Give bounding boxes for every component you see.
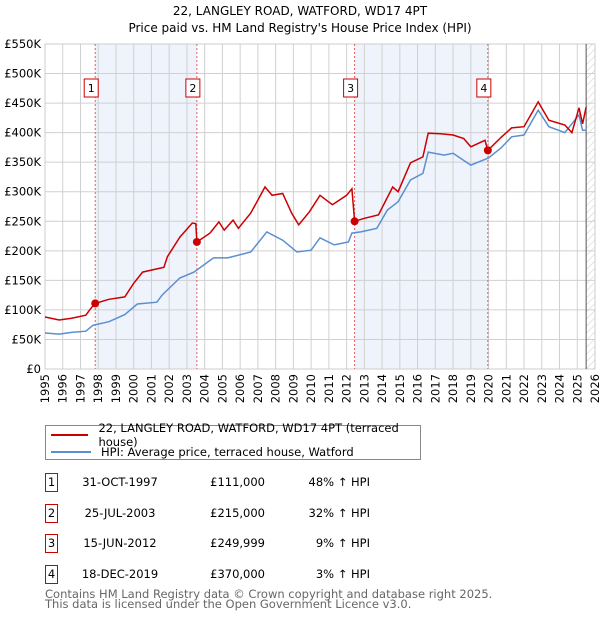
legend-swatch-blue — [51, 451, 91, 453]
x-tick-label: 2004 — [198, 374, 212, 403]
x-tick-label: 2017 — [428, 374, 442, 403]
x-tick-label: 2025 — [570, 374, 584, 403]
y-tick-label: £200K — [4, 244, 41, 258]
footer-line-1: Contains HM Land Registry data © Crown c… — [45, 587, 493, 601]
legend-label: HPI: Average price, terraced house, Watf… — [101, 445, 354, 459]
x-tick-label: 2022 — [517, 374, 531, 403]
x-tick-label: 2024 — [553, 374, 567, 403]
transaction-row: 1 31-OCT-1997 £111,000 48% ↑ HPI — [0, 473, 600, 493]
transaction-price: £215,000 — [210, 505, 265, 520]
x-tick-label: 2005 — [215, 374, 229, 403]
chart-subtitle: Price paid vs. HM Land Registry's House … — [128, 21, 471, 35]
x-tick-label: 2020 — [482, 374, 496, 403]
y-tick-label: £350K — [4, 155, 41, 169]
x-tick-label: 2001 — [144, 374, 158, 403]
x-tick-label: 2012 — [340, 374, 354, 403]
x-tick-label: 1995 — [38, 374, 52, 403]
x-tick-label: 2009 — [286, 374, 300, 403]
x-tick-label: 2010 — [304, 374, 318, 403]
y-tick-label: £550K — [4, 37, 41, 51]
y-tick-label: £0 — [26, 362, 41, 376]
y-tick-label: £50K — [12, 332, 42, 346]
x-tick-label: 2016 — [411, 374, 425, 403]
transaction-number: 2 — [45, 503, 58, 523]
x-tick-label: 2026 — [588, 374, 600, 403]
y-tick-label: £150K — [4, 273, 41, 287]
y-tick-label: £250K — [4, 214, 41, 228]
transaction-number: 4 — [45, 564, 58, 584]
legend-item-hpi: HPI: Average price, terraced house, Watf… — [46, 444, 354, 460]
sale-marker-label: 2 — [189, 82, 196, 95]
x-tick-label: 2014 — [375, 374, 389, 403]
legend-label: 22, LANGLEY ROAD, WATFORD, WD17 4PT (ter… — [98, 421, 399, 449]
series-line — [44, 108, 587, 335]
x-tick-label: 2003 — [180, 374, 194, 403]
x-tick-label: 2015 — [393, 374, 407, 403]
x-tick-label: 2000 — [127, 374, 141, 403]
transaction-price: £249,999 — [210, 536, 265, 550]
transaction-date: 31-OCT-1997 — [82, 475, 158, 489]
transaction-date: 15-JUN-2012 — [83, 536, 157, 550]
x-tick-label: 2008 — [269, 374, 283, 403]
sale-point — [192, 237, 201, 246]
sale-point — [483, 146, 492, 155]
transaction-hpi-diff: 32% ↑ HPI — [308, 505, 370, 520]
transaction-price: £111,000 — [210, 475, 265, 489]
x-tick-label: 2019 — [464, 374, 478, 403]
x-tick-label: 2011 — [322, 374, 336, 403]
y-tick-label: £300K — [4, 185, 41, 199]
y-tick-label: £100K — [4, 303, 41, 317]
sale-marker-label: 1 — [88, 82, 95, 95]
sale-marker-label: 4 — [480, 82, 487, 95]
x-tick-label: 2021 — [499, 374, 513, 403]
x-tick-label: 2002 — [162, 374, 176, 403]
transaction-number: 3 — [45, 534, 58, 553]
sale-marker-box — [476, 78, 492, 98]
future-hatch — [586, 44, 595, 369]
y-tick-label: £450K — [4, 96, 41, 110]
x-tick-label: 1996 — [56, 374, 70, 403]
series-line — [44, 100, 587, 321]
footer: Contains HM Land Registry data © Crown c… — [45, 587, 493, 611]
price-chart: 22, LANGLEY ROAD, WATFORD, WD17 4PT Pric… — [4, 4, 600, 403]
legend-item-property: 22, LANGLEY ROAD, WATFORD, WD17 4PT (ter… — [46, 421, 420, 449]
transaction-hpi-diff: 3% ↑ HPI — [315, 566, 370, 581]
sale-marker-label: 3 — [347, 82, 354, 95]
x-tick-label: 2007 — [251, 374, 265, 403]
shaded-period — [95, 44, 197, 369]
x-tick-label: 1998 — [91, 374, 105, 403]
transaction-number: 1 — [45, 473, 58, 492]
transaction-row: 3 15-JUN-2012 £249,999 9% ↑ HPI — [0, 534, 600, 554]
shaded-period — [354, 44, 488, 369]
sale-point — [91, 299, 100, 308]
plot-border — [44, 43, 596, 370]
sale-marker-box — [185, 78, 201, 98]
chart-title: 22, LANGLEY ROAD, WATFORD, WD17 4PT — [173, 4, 428, 18]
legend: 22, LANGLEY ROAD, WATFORD, WD17 4PT (ter… — [45, 421, 421, 460]
sale-marker-box — [343, 78, 359, 98]
x-tick-label: 1999 — [109, 374, 123, 403]
y-tick-label: £500K — [4, 67, 41, 81]
legend-swatch-red — [51, 434, 89, 436]
x-tick-label: 1997 — [73, 374, 87, 403]
transaction-hpi-diff: 48% ↑ HPI — [308, 475, 370, 489]
transaction-hpi-diff: 9% ↑ HPI — [315, 536, 370, 550]
transaction-row: 2 25-JUL-2003 £215,000 32% ↑ HPI — [0, 503, 600, 524]
footer-line-2: This data is licensed under the Open Gov… — [45, 597, 412, 611]
y-tick-label: £400K — [4, 126, 41, 140]
x-tick-label: 2023 — [535, 374, 549, 403]
transaction-row: 4 18-DEC-2019 £370,000 3% ↑ HPI — [0, 564, 600, 585]
transaction-date: 25-JUL-2003 — [84, 505, 156, 520]
transaction-date: 18-DEC-2019 — [81, 566, 159, 581]
x-tick-label: 2018 — [446, 374, 460, 403]
x-tick-label: 2013 — [357, 374, 371, 403]
sale-marker-box — [83, 78, 99, 98]
x-tick-label: 2006 — [233, 374, 247, 403]
sale-point — [350, 217, 359, 226]
transaction-price: £370,000 — [210, 566, 265, 581]
